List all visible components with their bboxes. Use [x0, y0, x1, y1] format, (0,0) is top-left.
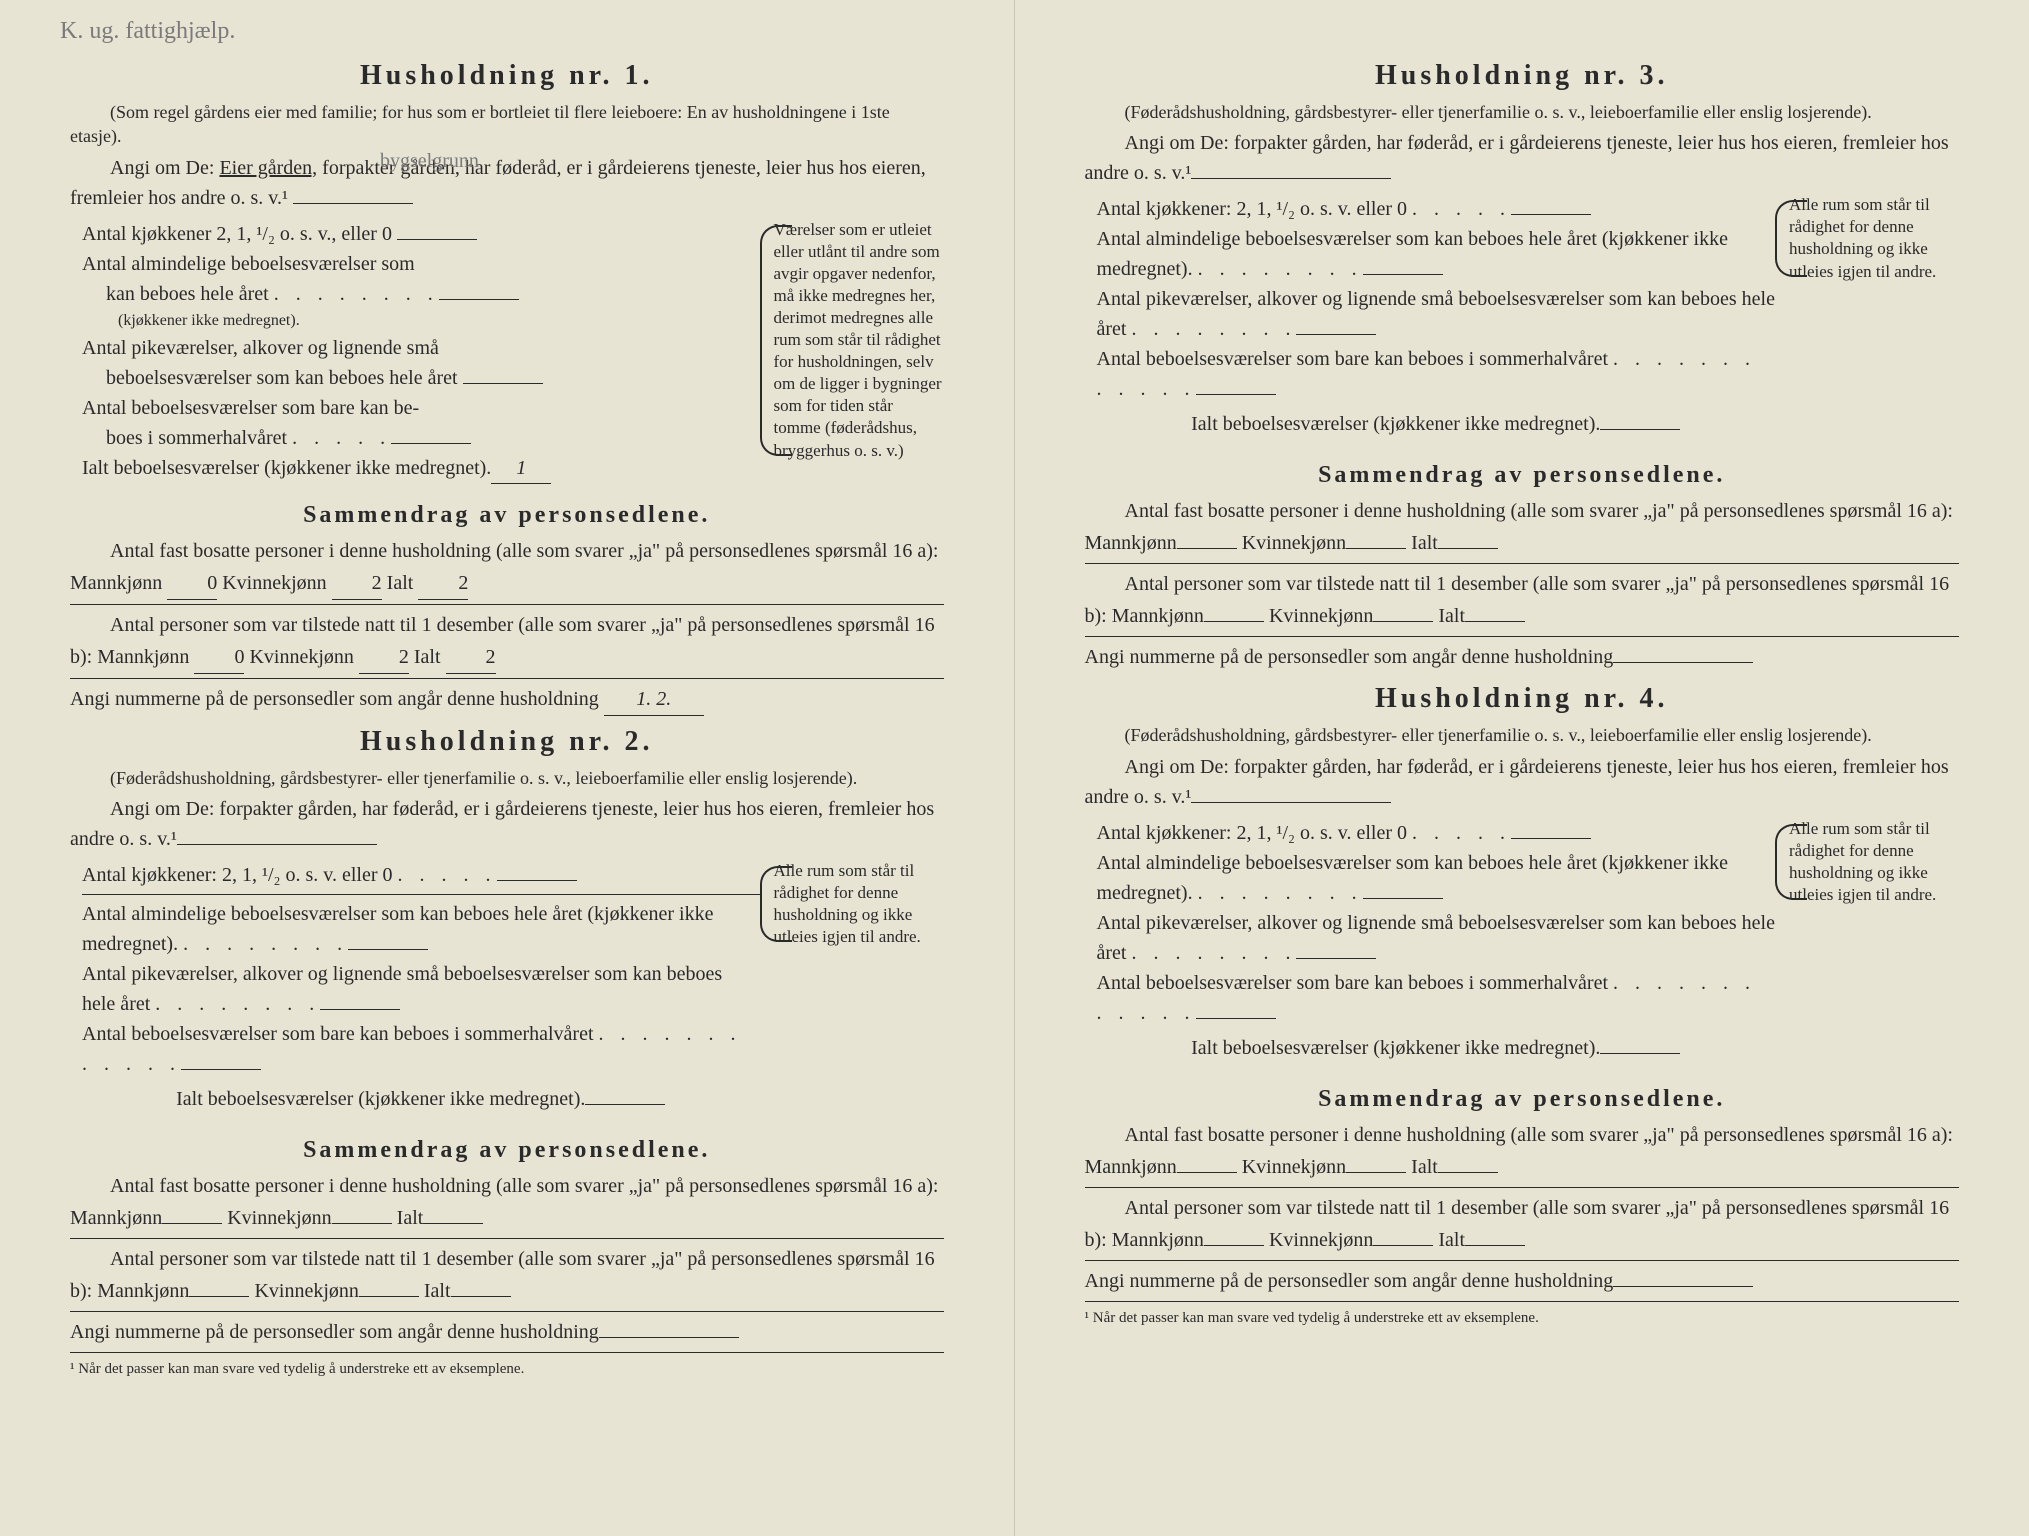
- q-alm: Antal almindelige beboelsesværelser som …: [1097, 224, 1776, 284]
- h2-sum-a: Antal fast bosatte personer i denne hush…: [70, 1170, 944, 1234]
- left-page: K. ug. fattighjælp. Husholdning nr. 1. (…: [0, 0, 1015, 1536]
- right-page: Husholdning nr. 3. (Føderådshusholdning,…: [1015, 0, 2029, 1536]
- q-kjokken: Antal kjøkkener: 2, 1, ¹/₂ o. s. v. elle…: [1097, 818, 1776, 848]
- h2-intro: (Føderådshusholdning, gårdsbestyrer- ell…: [70, 766, 944, 790]
- h1-sum-a: Antal fast bosatte personer i denne hush…: [70, 535, 944, 600]
- h4-sum-title: Sammendrag av personsedlene.: [1085, 1086, 1960, 1113]
- ialt: Ialt beboelsesværelser (kjøkkener ikke m…: [1097, 408, 1776, 440]
- q-som2: boes i sommerhalvåret . . . . .: [82, 423, 760, 453]
- h4-sum-a: Antal fast bosatte personer i denne hush…: [1085, 1119, 1960, 1183]
- h4-side-note: Alle rum som står til rådighet for denne…: [1775, 818, 1959, 906]
- q-alm: Antal almindelige beboelsesværelser som …: [82, 899, 760, 959]
- q-alm-sub: (kjøkkener ikke medregnet).: [82, 309, 760, 333]
- handwritten-inline: bygselgrunn: [380, 150, 479, 173]
- divider: [70, 604, 944, 605]
- q-som1: Antal beboelsesværelser som bare kan be-: [82, 393, 760, 423]
- h1-questions-block: Antal kjøkkener 2, 1, ¹/₂ o. s. v., elle…: [70, 219, 944, 484]
- h3-questions: Antal kjøkkener: 2, 1, ¹/₂ o. s. v. elle…: [1097, 194, 1776, 444]
- divider: [1085, 1260, 1960, 1261]
- h3-sum-a: Antal fast bosatte personer i denne hush…: [1085, 495, 1960, 559]
- h2-side-note: Alle rum som står til rådighet for denne…: [760, 860, 944, 948]
- h1-num-line: Angi nummerne på de personsedler som ang…: [70, 683, 944, 716]
- h3-num-line: Angi nummerne på de personsedler som ang…: [1085, 641, 1960, 673]
- h3-intro: (Føderådshusholdning, gårdsbestyrer- ell…: [1085, 100, 1960, 124]
- h2-sum-b: Antal personer som var tilstede natt til…: [70, 1243, 944, 1307]
- angi-underlined: Eier gården,: [219, 157, 317, 179]
- h3-questions-block: Antal kjøkkener: 2, 1, ¹/₂ o. s. v. elle…: [1085, 194, 1960, 444]
- h1-side-note: Værelser som er utleiet eller utlånt til…: [760, 219, 944, 462]
- h1-questions: Antal kjøkkener 2, 1, ¹/₂ o. s. v., elle…: [82, 219, 760, 484]
- q-pike: Antal pikeværelser, alkover og lignende …: [1097, 908, 1776, 968]
- h1-angi: Angi om De: Eier gården, forpakter gårde…: [70, 153, 944, 213]
- footnote: ¹ Når det passer kan man svare ved tydel…: [70, 1361, 944, 1378]
- h3-sum-title: Sammendrag av personsedlene.: [1085, 462, 1960, 489]
- q-kjokken: Antal kjøkkener: 2, 1, ¹/₂ o. s. v. elle…: [1097, 194, 1776, 224]
- q-pike1: Antal pikeværelser, alkover og lignende …: [82, 333, 760, 363]
- q-kjokken: Antal kjøkkener 2, 1, ¹/₂ o. s. v., elle…: [82, 219, 760, 249]
- q-alm: Antal almindelige beboelsesværelser som …: [1097, 848, 1776, 908]
- h1-sum-b: Antal personer som var tilstede natt til…: [70, 609, 944, 674]
- h2-num-line: Angi nummerne på de personsedler som ang…: [70, 1316, 944, 1348]
- ialt: Ialt beboelsesværelser (kjøkkener ikke m…: [82, 453, 760, 484]
- h1-intro: (Som regel gårdens eier med familie; for…: [70, 100, 944, 149]
- divider: [82, 894, 760, 895]
- ialt-value[interactable]: 1: [491, 453, 551, 484]
- h4-num-line: Angi nummerne på de personsedler som ang…: [1085, 1265, 1960, 1297]
- q-pike: Antal pikeværelser, alkover og lignende …: [1097, 284, 1776, 344]
- q-pike2: beboelsesværelser som kan beboes hele år…: [82, 363, 760, 393]
- h3-angi: Angi om De: forpakter gården, har føderå…: [1085, 128, 1960, 188]
- divider: [1085, 563, 1960, 564]
- divider: [70, 1352, 944, 1353]
- h4-intro: (Føderådshusholdning, gårdsbestyrer- ell…: [1085, 723, 1960, 747]
- q-alm2: kan beboes hele året . . . . . . . .: [82, 279, 760, 309]
- q-pike: Antal pikeværelser, alkover og lignende …: [82, 959, 760, 1019]
- h4-sum-b: Antal personer som var tilstede natt til…: [1085, 1192, 1960, 1256]
- divider: [1085, 636, 1960, 637]
- q-kjokken: Antal kjøkkener: 2, 1, ¹/₂ o. s. v. elle…: [82, 860, 760, 890]
- angi-pre: Angi om De:: [110, 157, 219, 179]
- h4-questions-block: Antal kjøkkener: 2, 1, ¹/₂ o. s. v. elle…: [1085, 818, 1960, 1068]
- h2-questions-block: Antal kjøkkener: 2, 1, ¹/₂ o. s. v. elle…: [70, 860, 944, 1119]
- h4-angi: Angi om De: forpakter gården, har føderå…: [1085, 752, 1960, 812]
- h3-sum-b: Antal personer som var tilstede natt til…: [1085, 568, 1960, 632]
- divider: [70, 1311, 944, 1312]
- h2-sum-title: Sammendrag av personsedlene.: [70, 1137, 944, 1164]
- ialt: Ialt beboelsesværelser (kjøkkener ikke m…: [82, 1083, 760, 1115]
- fill-line[interactable]: [293, 203, 413, 204]
- q-som: Antal beboelsesværelser som bare kan beb…: [82, 1019, 760, 1079]
- h2-title: Husholdning nr. 2.: [70, 726, 944, 758]
- handwritten-annotation: K. ug. fattighjælp.: [60, 18, 235, 45]
- footnote: ¹ Når det passer kan man svare ved tydel…: [1085, 1310, 1960, 1327]
- h1-sum-title: Sammendrag av personsedlene.: [70, 502, 944, 529]
- h4-title: Husholdning nr. 4.: [1085, 683, 1960, 715]
- h4-questions: Antal kjøkkener: 2, 1, ¹/₂ o. s. v. elle…: [1097, 818, 1776, 1068]
- h3-title: Husholdning nr. 3.: [1085, 60, 1960, 92]
- divider: [1085, 1187, 1960, 1188]
- h2-angi: Angi om De: forpakter gården, har føderå…: [70, 794, 944, 854]
- q-som: Antal beboelsesværelser som bare kan beb…: [1097, 968, 1776, 1028]
- divider: [70, 678, 944, 679]
- h2-questions: Antal kjøkkener: 2, 1, ¹/₂ o. s. v. elle…: [82, 860, 760, 1119]
- h3-side-note: Alle rum som står til rådighet for denne…: [1775, 194, 1959, 282]
- q-som: Antal beboelsesværelser som bare kan beb…: [1097, 344, 1776, 404]
- q-alm1: Antal almindelige beboelsesværelser som: [82, 249, 760, 279]
- divider: [1085, 1301, 1960, 1302]
- ialt: Ialt beboelsesværelser (kjøkkener ikke m…: [1097, 1032, 1776, 1064]
- divider: [70, 1238, 944, 1239]
- h1-title: Husholdning nr. 1.: [70, 60, 944, 92]
